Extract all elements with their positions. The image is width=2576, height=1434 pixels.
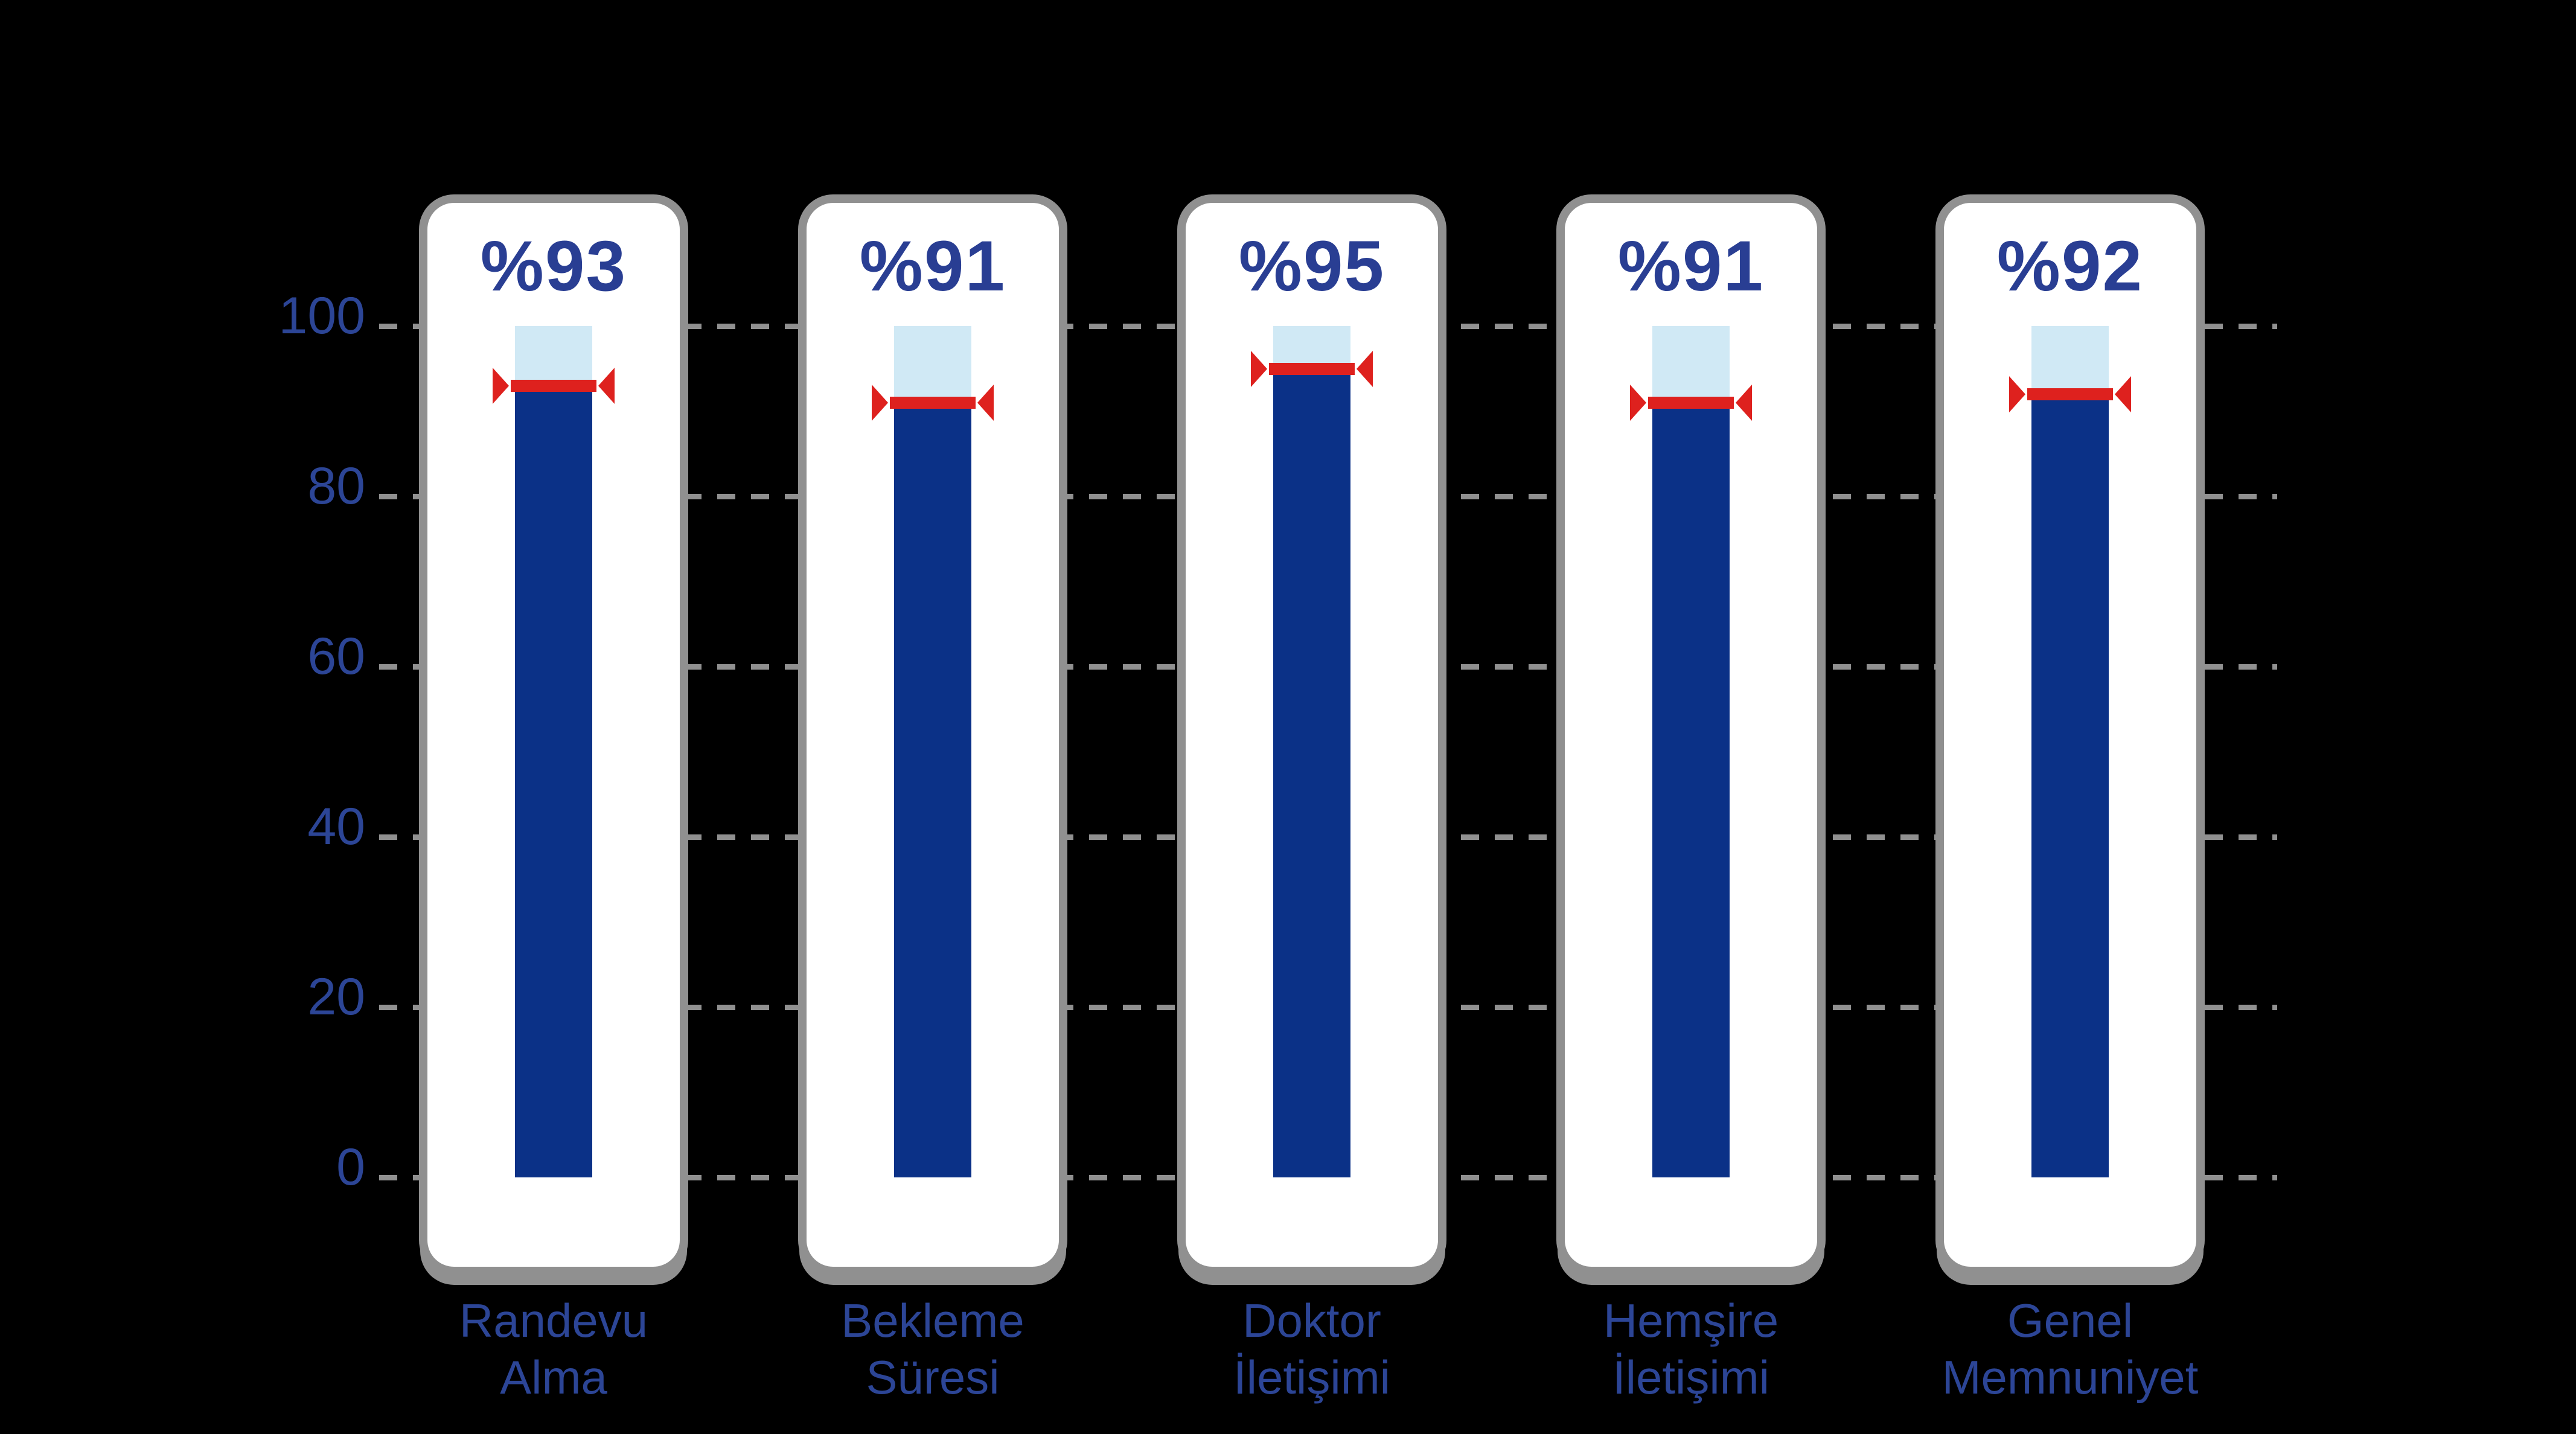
marker-right-arrowhead-icon (598, 367, 615, 404)
bar-value-label: %91 (859, 226, 1006, 306)
category-label: Genel Memnuniyet (1942, 1294, 2199, 1404)
bar-value-label: %92 (1996, 226, 2144, 306)
y-axis-tick-label: 40 (307, 798, 365, 856)
bar-fill (1652, 402, 1730, 1177)
bar-track (1630, 326, 1752, 1177)
marker-left-arrowhead-icon (1630, 384, 1646, 421)
bar-track (872, 326, 994, 1177)
bar-card: %91 (798, 194, 1067, 1275)
category-label: Doktor İletişimi (1233, 1294, 1390, 1404)
marker-left-arrowhead-icon (493, 367, 509, 404)
y-axis-tick-label: 0 (336, 1138, 365, 1196)
marker-right-arrowhead-icon (1357, 350, 1373, 387)
category-label: Bekleme Süresi (841, 1294, 1024, 1404)
marker-left-arrowhead-icon (1251, 350, 1267, 387)
marker-right-arrowhead-icon (2115, 376, 2131, 412)
bar-value-marker (493, 367, 615, 404)
marker-line (1648, 396, 1734, 409)
bar-fill (1273, 368, 1350, 1177)
marker-line (1269, 362, 1355, 375)
bar-fill (894, 402, 971, 1177)
y-axis-tick-label: 80 (307, 457, 365, 515)
bar-fill (515, 385, 592, 1177)
y-axis-tick-label: 20 (307, 968, 365, 1026)
bar-track (493, 326, 615, 1177)
y-axis-tick-label: 100 (278, 287, 366, 345)
marker-left-arrowhead-icon (872, 384, 888, 421)
bar-fill (2031, 394, 2109, 1177)
bar-value-label: %91 (1617, 226, 1765, 306)
marker-left-arrowhead-icon (2009, 376, 2025, 412)
marker-line (511, 379, 596, 392)
marker-right-arrowhead-icon (977, 384, 994, 421)
bar-card: %93 (419, 194, 688, 1275)
bar-card: %91 (1556, 194, 1826, 1275)
bar-value-marker (872, 384, 994, 421)
bar-value-marker (1630, 384, 1752, 421)
bar-value-label: %93 (480, 226, 627, 306)
marker-line (2027, 388, 2113, 400)
y-axis-tick-label: 60 (307, 627, 365, 685)
marker-line (890, 396, 976, 409)
bar-value-marker (1251, 350, 1373, 387)
bar-value-label: %95 (1238, 226, 1385, 306)
bar-card: %92 (1935, 194, 2205, 1275)
marker-right-arrowhead-icon (1736, 384, 1752, 421)
bar-value-marker (2009, 376, 2131, 412)
bar-card: %95 (1177, 194, 1446, 1275)
bar-track (1251, 326, 1373, 1177)
bar-track (2009, 326, 2131, 1177)
category-label: Randevu Alma (459, 1294, 648, 1404)
category-label: Hemşire İletişimi (1603, 1294, 1779, 1404)
